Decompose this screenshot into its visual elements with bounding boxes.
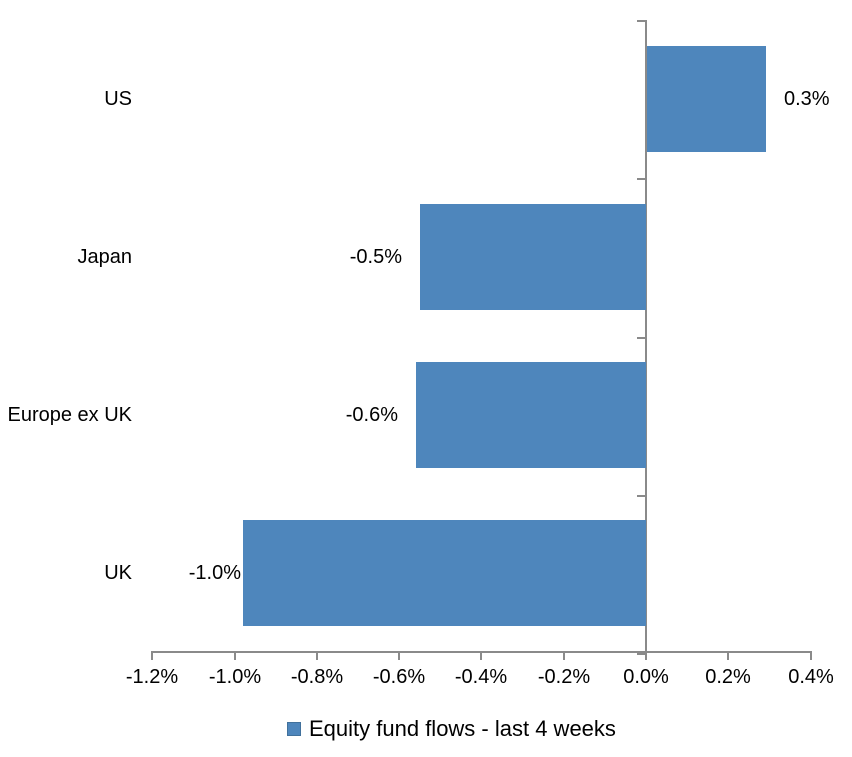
x-tick-label: -0.4% xyxy=(454,666,508,688)
x-axis-tick xyxy=(727,651,729,660)
x-axis-tick xyxy=(398,651,400,660)
category-label: US xyxy=(104,88,132,110)
x-axis-tick xyxy=(234,651,236,660)
x-tick-label: -0.6% xyxy=(372,666,426,688)
y-axis-tick xyxy=(637,20,645,22)
x-tick-label: 0.2% xyxy=(705,666,751,688)
bar-japan xyxy=(420,204,646,310)
bar-europe-ex-uk xyxy=(416,362,646,468)
x-tick-label: 0.4% xyxy=(788,666,834,688)
y-axis-tick xyxy=(637,653,645,655)
x-tick-label: 0.0% xyxy=(623,666,669,688)
x-tick-label: -0.2% xyxy=(537,666,591,688)
legend: Equity fund flows - last 4 weeks xyxy=(287,716,616,742)
x-tick-label: -1.2% xyxy=(125,666,179,688)
legend-label: Equity fund flows - last 4 weeks xyxy=(309,716,616,741)
x-axis-tick xyxy=(563,651,565,660)
x-axis-tick xyxy=(645,651,647,660)
y-axis-tick xyxy=(637,337,645,339)
legend-swatch-icon xyxy=(287,722,301,736)
x-axis-tick xyxy=(480,651,482,660)
value-label: -1.0% xyxy=(188,562,241,584)
value-label: -0.5% xyxy=(349,246,402,268)
category-label: Japan xyxy=(77,246,133,268)
category-label: Europe ex UK xyxy=(7,404,132,426)
value-label: 0.3% xyxy=(784,88,830,110)
x-axis-line xyxy=(152,651,812,653)
x-axis-tick xyxy=(810,651,812,660)
y-axis-tick xyxy=(637,178,645,180)
x-axis-tick xyxy=(151,651,153,660)
y-axis-tick xyxy=(637,495,645,497)
category-label: UK xyxy=(104,562,132,584)
x-axis-tick xyxy=(316,651,318,660)
bar-uk xyxy=(243,520,646,626)
bar-us xyxy=(647,46,766,152)
x-tick-label: -0.8% xyxy=(290,666,344,688)
value-label: -0.6% xyxy=(345,404,398,426)
y-axis-line xyxy=(645,20,647,653)
x-tick-label: -1.0% xyxy=(208,666,262,688)
